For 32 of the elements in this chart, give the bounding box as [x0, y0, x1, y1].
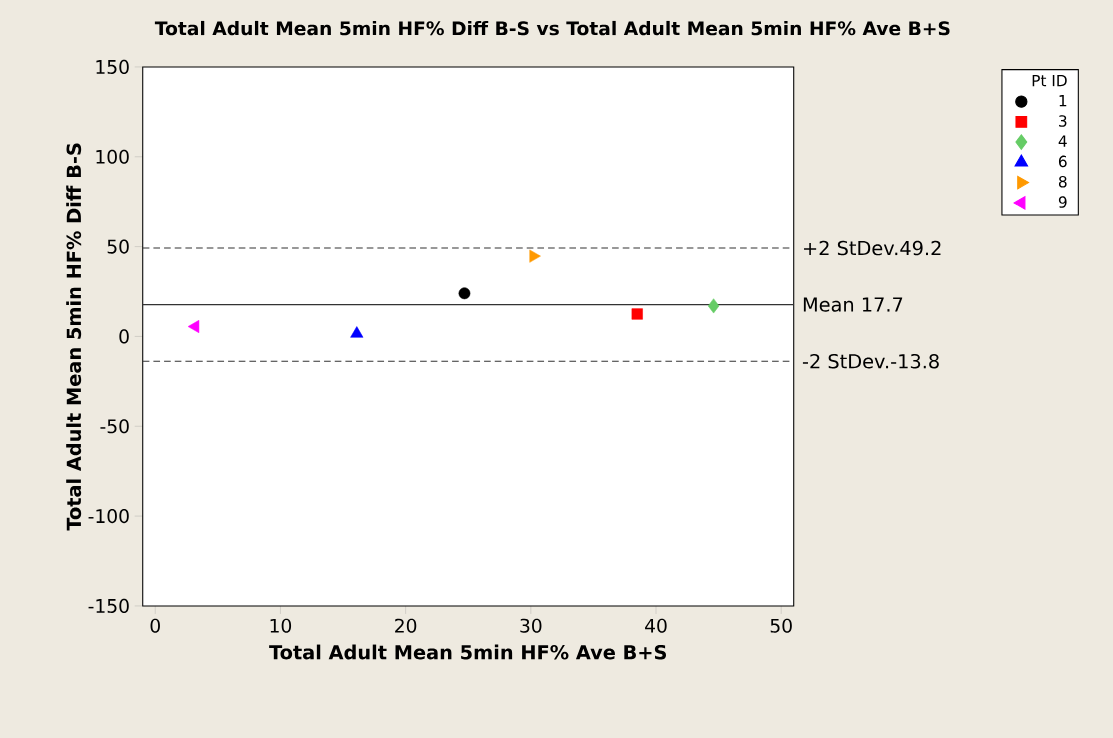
legend-label: 4	[1058, 135, 1067, 147]
ref-line-label: +2 StDev.49.2	[804, 240, 941, 256]
x-tick-label: 10	[270, 618, 292, 633]
legend-label: 8	[1058, 175, 1067, 188]
point	[631, 308, 643, 320]
point	[707, 298, 720, 314]
x-axis-title: Total Adult Mean 5min HF% Ave B+S	[269, 644, 667, 660]
chart-title: Total Adult Mean 5min HF% Diff B-S vs Total Adult Mean 5min HF% Ave B+S	[154, 20, 950, 36]
y-tick-label: 0	[119, 329, 129, 344]
y-tick-label: 50	[107, 239, 129, 254]
point	[350, 326, 364, 338]
point	[187, 320, 200, 334]
legend-label: 1	[1059, 95, 1067, 107]
legend-label: 6	[1058, 155, 1067, 168]
x-tick-label: 0	[150, 618, 160, 633]
y-tick-label: 100	[96, 149, 129, 164]
y-tick-label: 150	[96, 59, 129, 75]
ref-line-label: Mean 17.7	[803, 297, 903, 312]
legend-title: Pt ID	[1032, 74, 1067, 87]
point	[529, 249, 541, 263]
legend-label: 3	[1059, 115, 1067, 127]
y-tick-label: -50	[100, 419, 129, 434]
point	[458, 287, 471, 300]
x-tick-label: 30	[520, 618, 542, 633]
y-axis-title: Total Adult Mean 5min HF% Diff B-S	[66, 143, 82, 531]
x-tick-label: 40	[645, 618, 667, 633]
x-tick-label: 20	[395, 618, 417, 633]
x-tick-label: 50	[770, 618, 792, 633]
ref-line-label: -2 StDev.-13.8	[802, 353, 939, 369]
y-tick-label: -150	[88, 598, 129, 613]
legend-label: 9	[1058, 196, 1067, 208]
y-tick-label: -100	[88, 509, 129, 524]
